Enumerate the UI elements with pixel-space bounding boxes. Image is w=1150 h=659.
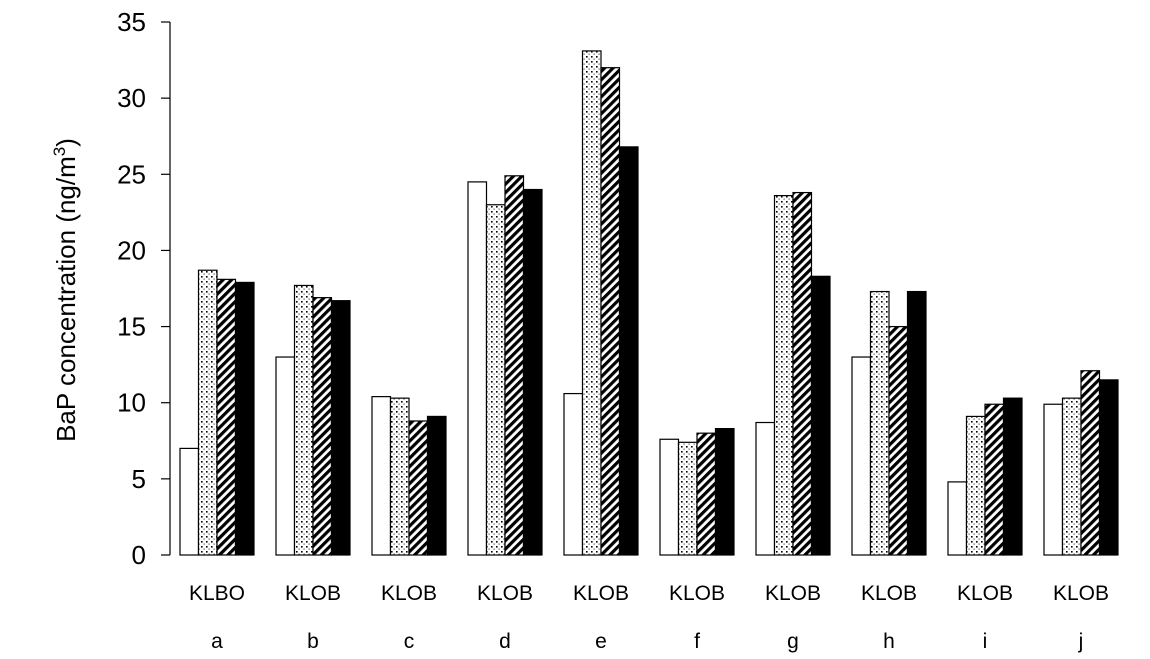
- bar-a-black: [234, 281, 255, 556]
- bar-a-dotted: [197, 269, 218, 556]
- group-label-f: f: [694, 630, 700, 653]
- bar-letter-label-e: KLOB: [573, 582, 629, 605]
- bars: [179, 50, 1119, 556]
- bar-b-dotted: [293, 284, 314, 556]
- bar-h-dotted: [869, 290, 890, 556]
- bar-letter-label-f: KLOB: [669, 582, 725, 605]
- bar-c-dotted: [389, 397, 410, 556]
- bar-h-hatched: [888, 325, 909, 556]
- bar-letter-label-i: KLOB: [957, 582, 1013, 605]
- y-tick-label: 0: [132, 540, 146, 570]
- bar-letter-label-h: KLOB: [861, 582, 917, 605]
- group-labels: a b c d e f g h i j: [211, 630, 1083, 653]
- bar-letter-label-j: KLOB: [1053, 582, 1109, 605]
- bar-b-black: [330, 300, 351, 556]
- group-label-d: d: [499, 630, 511, 653]
- bar-letter-label-c: KLOB: [381, 582, 437, 605]
- y-tick-label: 15: [117, 312, 146, 342]
- y-tick-label: 30: [117, 83, 146, 113]
- bar-f-black: [714, 428, 735, 556]
- bar-i-white: [947, 481, 968, 556]
- bar-d-hatched: [504, 175, 525, 556]
- y-tick-label: 25: [117, 159, 146, 189]
- bar-b-hatched: [312, 297, 333, 556]
- bar-c-hatched: [408, 420, 429, 556]
- y-tick-label: 5: [132, 464, 146, 494]
- bar-e-dotted: [581, 50, 602, 556]
- bar-a-white: [179, 447, 200, 556]
- bar-g-dotted: [773, 195, 794, 556]
- bar-b-white: [275, 356, 296, 556]
- bar-d-dotted: [485, 204, 506, 556]
- bar-e-black: [618, 146, 639, 556]
- bar-g-black: [810, 275, 831, 556]
- y-ticks: 0 5 10 15 20 25 30 35: [117, 7, 170, 570]
- bar-f-hatched: [696, 432, 717, 556]
- y-axis-title-suffix: ): [51, 138, 81, 147]
- group-label-b: b: [307, 630, 319, 653]
- y-axis-title-main: BaP concentration (ng/m: [51, 156, 81, 442]
- y-tick-label: 35: [117, 7, 146, 37]
- group-label-e: e: [595, 630, 607, 653]
- y-tick-label: 10: [117, 388, 146, 418]
- bar-letter-label-a: KLBO: [189, 582, 245, 605]
- bar-letter-label-d: KLOB: [477, 582, 533, 605]
- bar-letter-label-g: KLOB: [765, 582, 821, 605]
- bar-g-white: [755, 421, 776, 556]
- y-axis-title: BaP concentration (ng/m3): [50, 138, 81, 442]
- bar-j-hatched: [1080, 370, 1101, 556]
- bar-d-white: [467, 181, 488, 556]
- bar-a-hatched: [216, 278, 237, 556]
- bar-f-white: [659, 438, 680, 556]
- bar-i-hatched: [984, 403, 1005, 556]
- bar-e-white: [563, 392, 584, 556]
- group-label-h: h: [883, 630, 895, 653]
- bar-h-black: [906, 290, 927, 556]
- bar-d-black: [522, 188, 543, 556]
- bar-f-dotted: [677, 441, 698, 556]
- bar-g-hatched: [792, 191, 813, 556]
- bar-c-white: [371, 396, 392, 556]
- group-label-g: g: [787, 630, 799, 653]
- y-tick-label: 20: [117, 235, 146, 265]
- bar-i-dotted: [965, 415, 986, 556]
- group-label-c: c: [404, 630, 415, 653]
- y-axis-title-superscript: 3: [50, 147, 69, 156]
- group-label-i: i: [983, 630, 988, 653]
- bar-h-white: [851, 356, 872, 556]
- category-letter-labels: KLBO KLOB KLOB KLOB KLOB KLOB KLOB KLOB KLOB KLOB: [189, 582, 1109, 605]
- bar-j-black: [1098, 379, 1119, 556]
- bar-e-hatched: [600, 67, 621, 556]
- bar-j-white: [1043, 403, 1064, 556]
- group-label-a: a: [211, 630, 223, 653]
- bar-c-black: [426, 415, 447, 556]
- bar-j-dotted: [1061, 397, 1082, 556]
- bar-letter-label-b: KLOB: [285, 582, 341, 605]
- group-label-j: j: [1078, 630, 1084, 653]
- bar-i-black: [1002, 397, 1023, 556]
